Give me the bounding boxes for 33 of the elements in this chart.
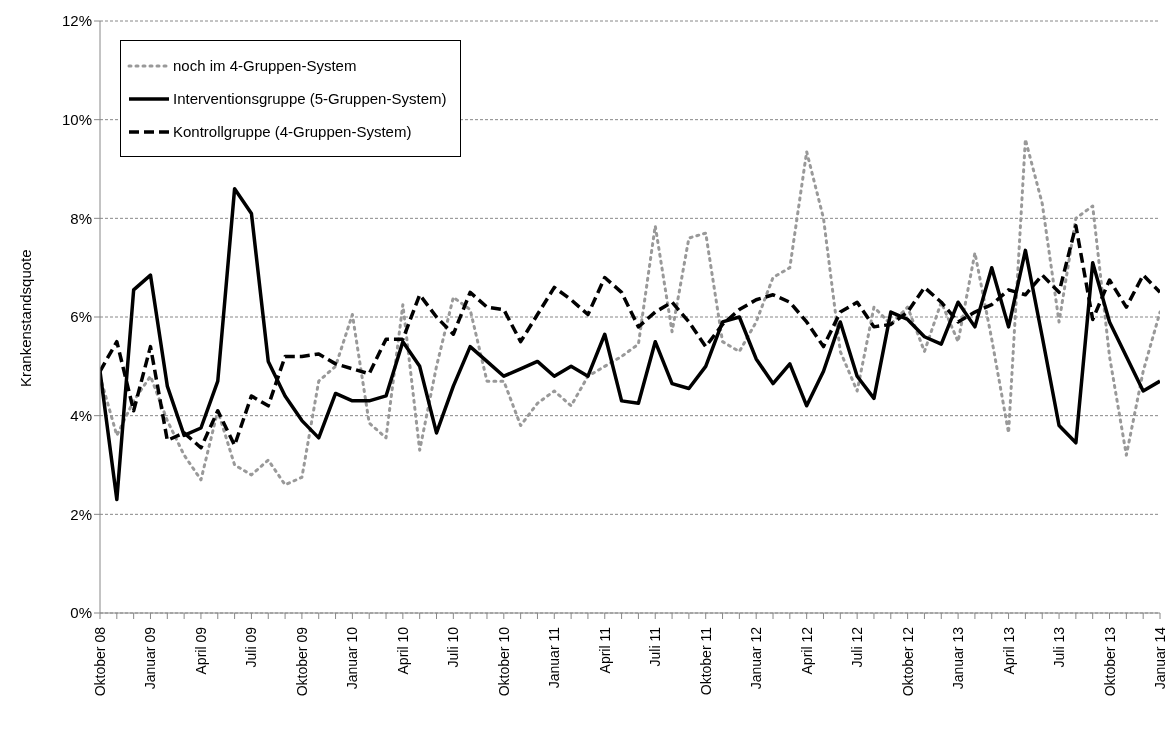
x-tick-label: April 09 xyxy=(192,626,209,675)
x-tick-label: Januar 14 xyxy=(1152,626,1168,690)
x-tick-label: April 13 xyxy=(1000,626,1017,675)
y-tick-label: 6% xyxy=(70,308,92,326)
x-tick-label: Oktober 12 xyxy=(899,626,916,697)
y-tick-label: 12% xyxy=(61,12,92,30)
legend-label: noch im 4-Gruppen-System xyxy=(173,57,357,74)
x-tick-label: April 12 xyxy=(798,626,815,675)
x-tick-label: April 10 xyxy=(394,626,411,675)
x-tick-label: Juli 13 xyxy=(1051,626,1068,668)
x-tick-label: Januar 12 xyxy=(748,626,765,690)
legend-label: Kontrollgruppe (4-Gruppen-System) xyxy=(173,123,412,140)
x-tick-label: Januar 10 xyxy=(344,626,361,690)
x-tick-label: Oktober 09 xyxy=(293,626,310,697)
x-tick-label: Januar 13 xyxy=(950,626,967,690)
y-tick-label: 10% xyxy=(61,110,92,128)
y-tick-label: 2% xyxy=(70,505,92,523)
x-tick-label: Juli 12 xyxy=(849,626,866,668)
x-tick-label: Juli 10 xyxy=(445,626,462,668)
x-tick-label: Oktober 11 xyxy=(697,626,714,696)
x-tick-label: Oktober 08 xyxy=(92,626,108,697)
x-tick-label: Juli 09 xyxy=(243,626,260,668)
x-tick-label: Oktober 13 xyxy=(1101,626,1118,697)
x-tick-label: Oktober 10 xyxy=(495,626,512,697)
y-tick-label: 4% xyxy=(70,406,92,424)
x-tick-label: Juli 11 xyxy=(647,626,664,667)
y-axis-title: Krankenstandsquote xyxy=(17,249,35,387)
x-tick-label: Januar 09 xyxy=(142,626,159,690)
x-tick-label: Januar 11 xyxy=(546,626,563,689)
legend-label: Interventionsgruppe (5-Gruppen-System) xyxy=(173,90,447,107)
x-tick-label: April 11 xyxy=(596,626,613,674)
y-tick-label: 8% xyxy=(70,209,92,227)
y-tick-label: 0% xyxy=(70,604,92,622)
